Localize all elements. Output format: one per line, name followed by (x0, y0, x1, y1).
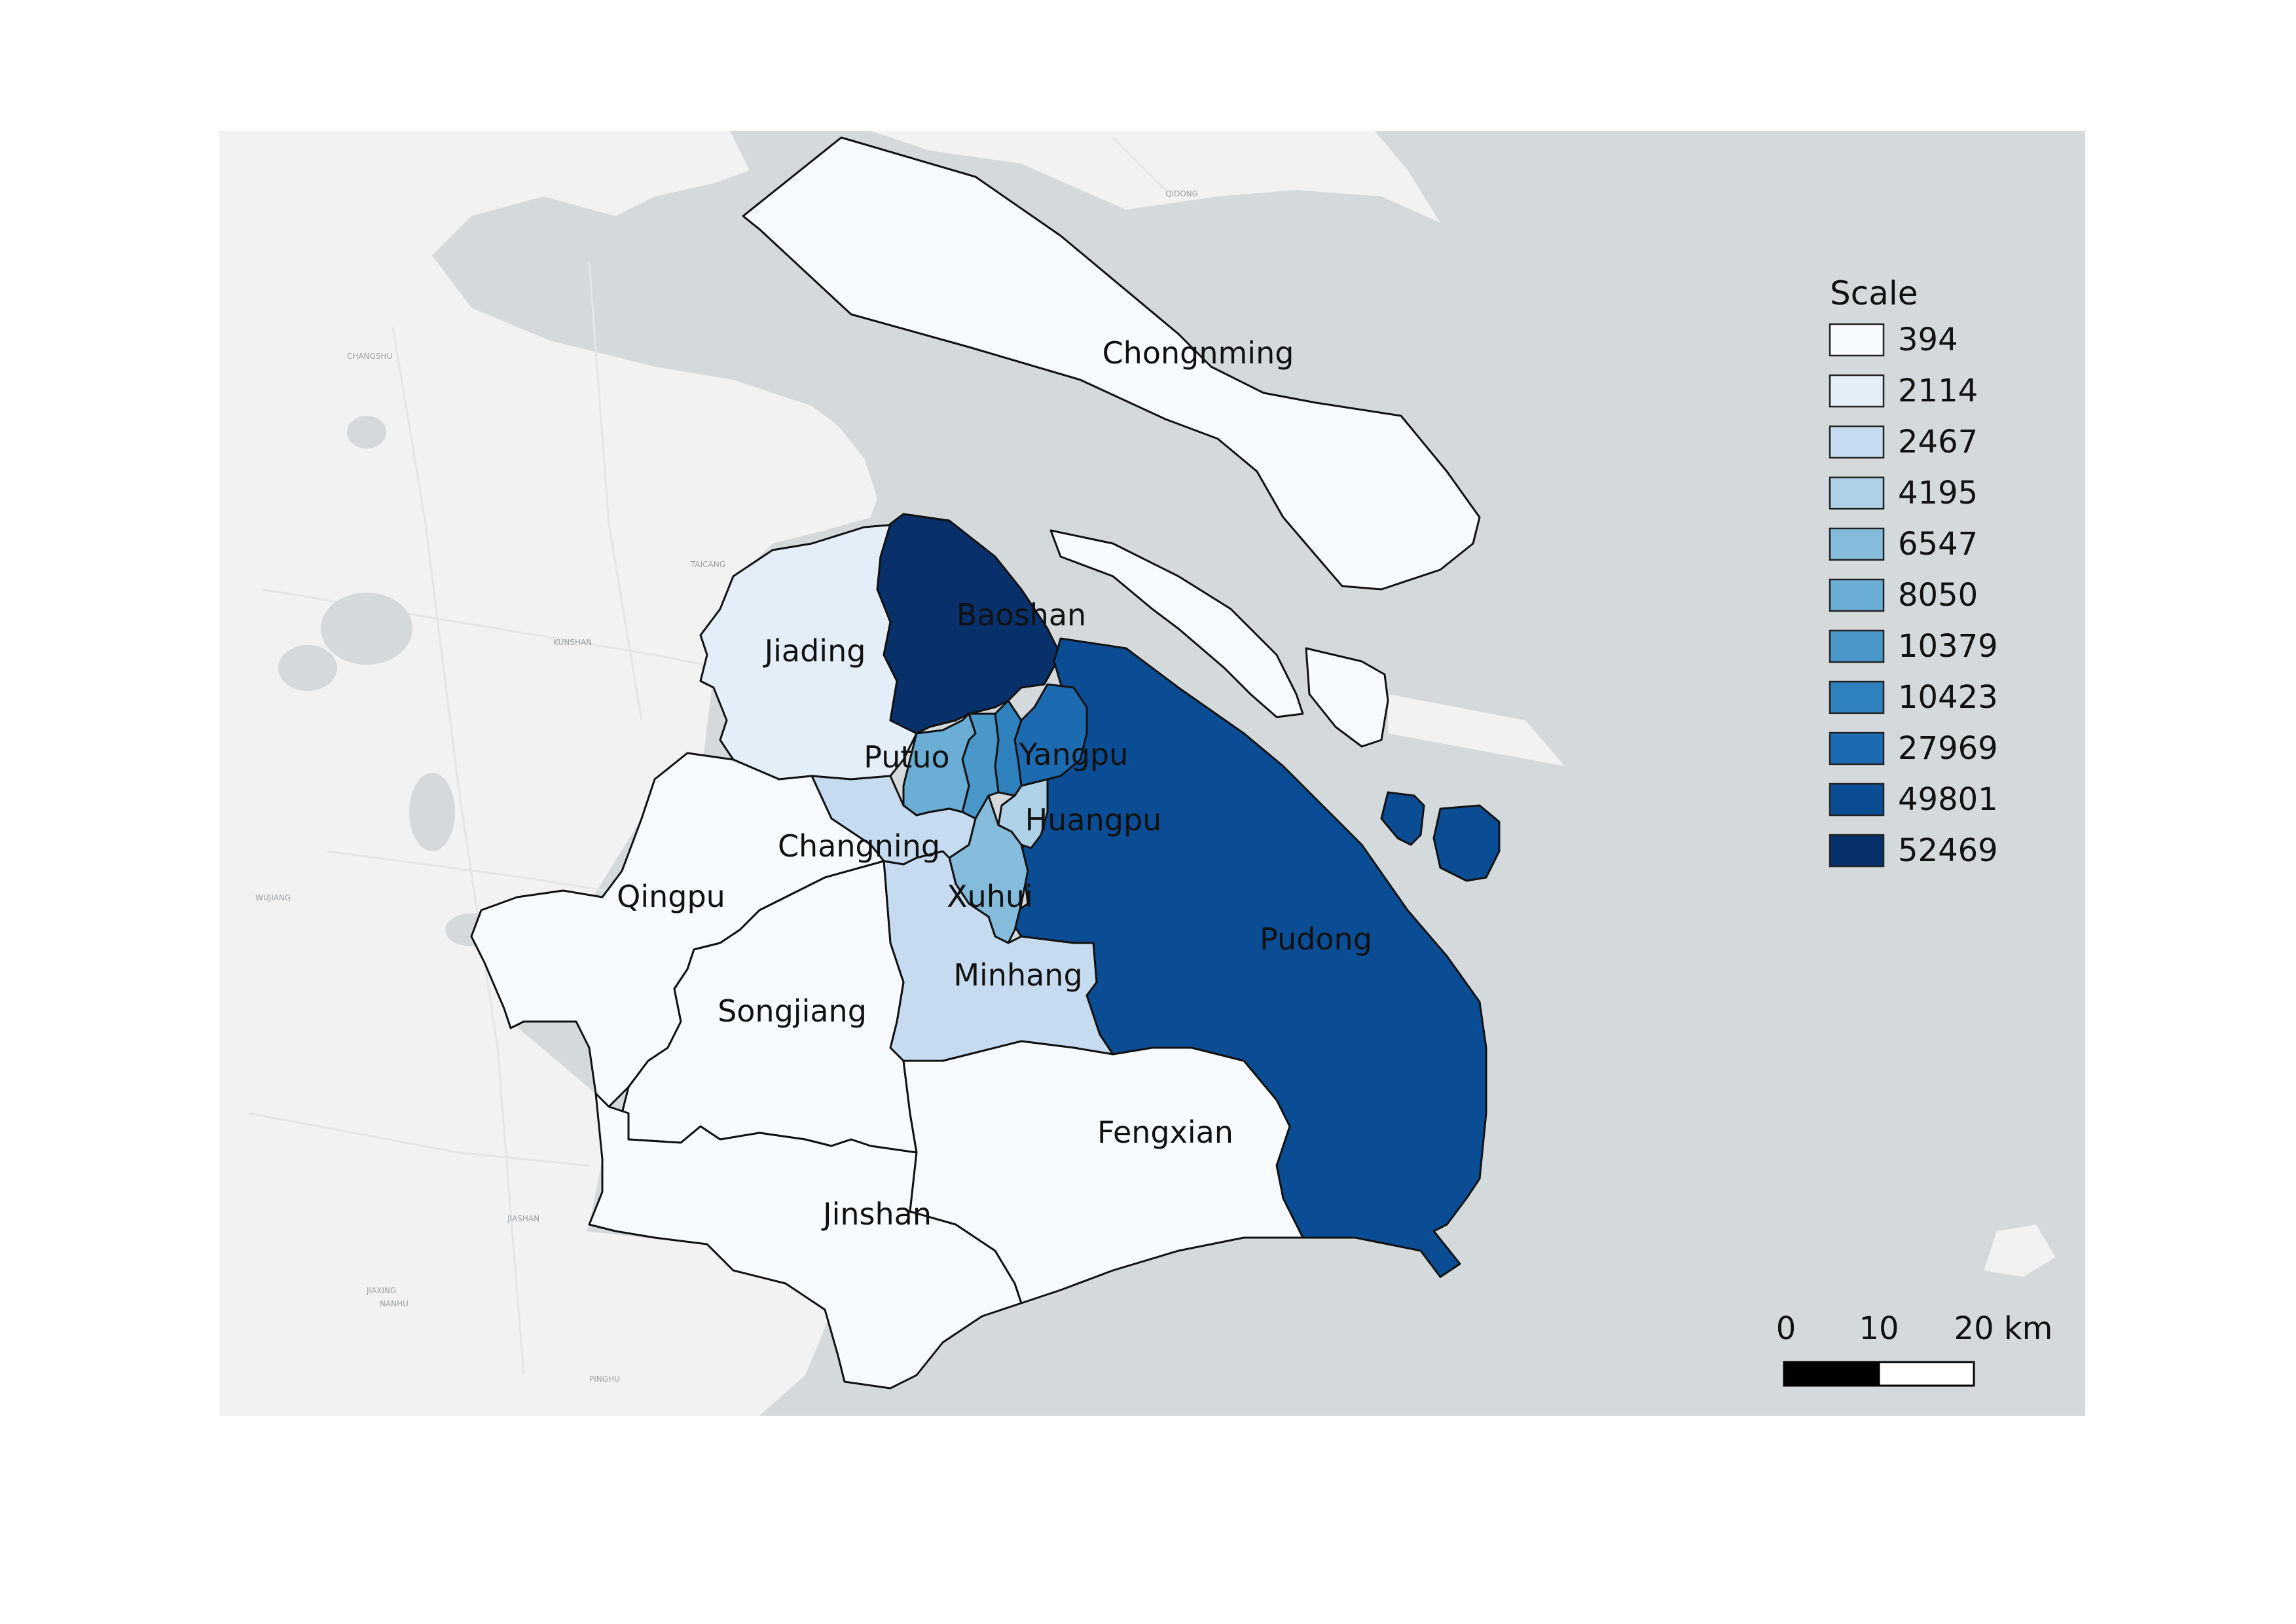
legend-label: 10379 (1898, 628, 1998, 665)
district-fengxian[interactable] (902, 1040, 1304, 1304)
road (248, 1112, 590, 1167)
road (1112, 136, 1167, 191)
basemap-label: TAICANG (690, 560, 725, 569)
legend: Scale 394 2114 2467 4195 6547 8050 10379 10423 2… (1829, 274, 1998, 869)
north-shore-east (1021, 131, 1375, 210)
basemap-label: WUJIANG (255, 893, 291, 902)
basemap-label: QIDONG (1165, 189, 1198, 198)
lake (347, 416, 386, 449)
basemap-label: PINGHU (589, 1375, 620, 1384)
legend-swatch (1829, 323, 1885, 357)
label-baoshan: Baoshan (957, 597, 1086, 633)
scale-label-10: 10 (1859, 1310, 1899, 1347)
legend-swatch (1829, 783, 1885, 817)
label-minhang: Minhang (953, 957, 1082, 993)
legend-swatch (1829, 527, 1885, 561)
scale-label-0: 0 (1776, 1310, 1796, 1347)
scale-bar-segment-black (1783, 1361, 1880, 1387)
basemap-label: NANHU (380, 1299, 409, 1308)
basemap-land (219, 131, 2056, 1416)
scale-bar: 0 10 20 km (1776, 1310, 2053, 1387)
label-putuo: Putuo (864, 739, 949, 775)
district-pudong-island-a[interactable] (1380, 791, 1425, 846)
lake (409, 773, 455, 851)
district-chongming[interactable] (742, 136, 1481, 591)
label-xuhui: Xuhui (947, 879, 1033, 914)
legend-label: 394 (1898, 322, 1958, 358)
label-jinshan: Jinshan (821, 1196, 932, 1232)
southeast-islands (1984, 1225, 2056, 1277)
legend-swatch (1829, 374, 1885, 408)
north-bank-land (219, 131, 877, 1416)
legend-label: 6547 (1898, 526, 1978, 563)
legend-label: 10423 (1898, 679, 1998, 716)
legend-label: 27969 (1898, 730, 1998, 767)
district-changxing-island[interactable] (1049, 529, 1304, 718)
label-changning: Changning (778, 828, 940, 864)
legend-label: 52469 (1898, 832, 1998, 869)
district-pudong-island-b[interactable] (1432, 804, 1501, 882)
legend-label: 4195 (1898, 475, 1978, 511)
legend-swatch (1829, 834, 1885, 868)
legend-swatch (1829, 425, 1885, 459)
basemap-label: CHANGSHU (347, 352, 392, 361)
label-yangpu: Yangpu (1019, 737, 1129, 772)
legend-swatch (1829, 680, 1885, 714)
lake (278, 645, 337, 691)
legend-swatch (1829, 578, 1885, 612)
lake (321, 593, 412, 665)
district-labels: Chongnming Jiading Baoshan Pudong Yangpu… (617, 335, 1372, 1232)
district-hengsha-island[interactable] (1305, 647, 1389, 748)
districts-layer (470, 136, 1501, 1390)
basemap-label: JIASHAN (507, 1214, 539, 1223)
legend-swatch (1829, 731, 1885, 766)
legend-title: Scale (1830, 274, 1918, 312)
scale-label-20: 20 km (1954, 1310, 2053, 1347)
label-jiading: Jiading (763, 633, 866, 669)
label-pudong: Pudong (1260, 921, 1372, 957)
jetty (1388, 694, 1565, 766)
legend-label: 49801 (1898, 781, 1998, 818)
road (392, 327, 525, 1376)
legend-swatch (1829, 629, 1885, 663)
legend-label: 8050 (1898, 577, 1978, 614)
legend-label: 2467 (1898, 424, 1978, 460)
scale-bar-segment-white (1878, 1361, 1975, 1387)
label-qingpu: Qingpu (617, 879, 725, 914)
basemap-label: KUNSHAN (553, 638, 592, 647)
road (588, 261, 643, 721)
legend-items: 394 2114 2467 4195 6547 8050 10379 10423 27969 49… (1829, 322, 1998, 869)
label-songjiang: Songjiang (718, 993, 867, 1029)
legend-label: 2114 (1898, 373, 1978, 409)
label-fengxian: Fengxian (1097, 1115, 1233, 1150)
label-huangpu: Huangpu (1025, 802, 1162, 838)
district-putuo[interactable] (902, 712, 977, 817)
legend-swatch (1829, 476, 1885, 510)
basemap-labels: CHANGSHU TAICANG KUNSHAN QIDONG JIASHAN … (255, 189, 1198, 1384)
basemap-label: JIAXING (366, 1286, 396, 1295)
label-chongming: Chongnming (1102, 335, 1294, 371)
district-baoshan[interactable] (876, 513, 1062, 735)
